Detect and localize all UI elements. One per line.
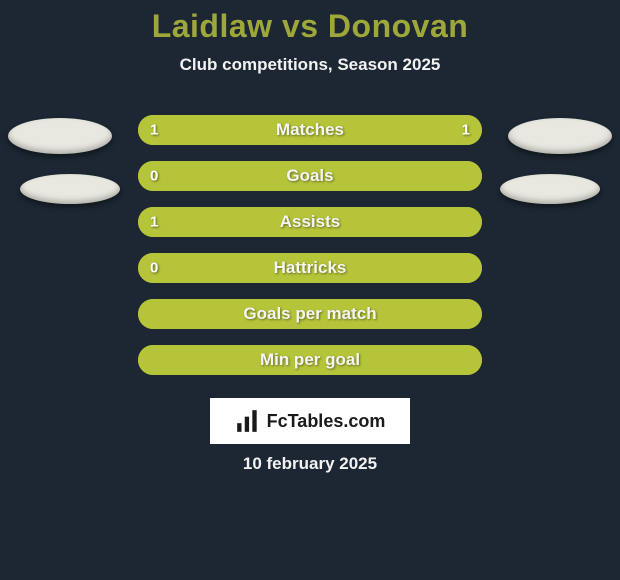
bar-value-left: 1 (150, 122, 158, 139)
bar-fill-right (310, 115, 482, 145)
stat-row: Matches11 (138, 115, 482, 145)
player-left-badge-2 (20, 174, 120, 204)
bar-fill-left (138, 207, 482, 237)
footer-date: 10 february 2025 (0, 454, 620, 474)
bar-value-right: 1 (462, 122, 470, 139)
bar-fill-left (138, 161, 482, 191)
bar-fill-left (138, 253, 482, 283)
subtitle: Club competitions, Season 2025 (0, 55, 620, 75)
stat-row: Assists1 (138, 207, 482, 237)
bar-value-left: 0 (150, 168, 158, 185)
bar-value-left: 0 (150, 260, 158, 277)
comparison-canvas: Laidlaw vs Donovan Club competitions, Se… (0, 0, 620, 580)
bar-fill-left (138, 299, 482, 329)
logo-text: FcTables.com (267, 411, 386, 432)
bar-fill-left (138, 345, 482, 375)
bar-value-left: 1 (150, 214, 158, 231)
stat-row: Goals0 (138, 161, 482, 191)
page-title: Laidlaw vs Donovan (0, 0, 620, 45)
stat-row: Hattricks0 (138, 253, 482, 283)
player-right-badge-2 (500, 174, 600, 204)
stat-rows: Matches11Goals0Assists1Hattricks0Goals p… (0, 115, 620, 375)
player-right-badge-1 (508, 118, 612, 154)
stat-row: Min per goal (138, 345, 482, 375)
bar-fill-left (138, 115, 310, 145)
logo-fctables: FcTables.com (210, 398, 410, 444)
stat-row: Goals per match (138, 299, 482, 329)
player-left-badge-1 (8, 118, 112, 154)
chart-icon (235, 408, 261, 434)
